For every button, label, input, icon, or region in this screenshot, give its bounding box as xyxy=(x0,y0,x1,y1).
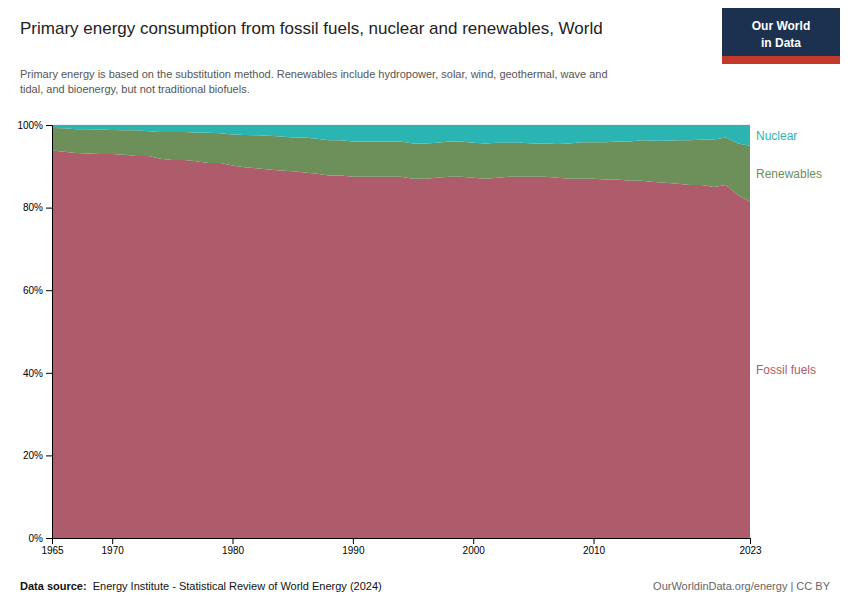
y-tick: 60% xyxy=(23,285,52,296)
x-tick-mark xyxy=(594,538,595,544)
title: Primary energy consumption from fossil f… xyxy=(20,19,603,38)
y-tick-label: 100% xyxy=(17,120,43,131)
series-labels: Fossil fuels Renewables Nuclear xyxy=(756,129,822,377)
series-label: Nuclear xyxy=(756,129,797,143)
areas xyxy=(52,125,750,538)
y-tick: 20% xyxy=(23,450,52,461)
logo-strip xyxy=(722,56,840,64)
logo: Our World in Data xyxy=(722,8,840,64)
area xyxy=(52,125,750,146)
y-tick-mark xyxy=(46,538,52,539)
y-tick: 80% xyxy=(23,202,52,213)
x-tick-label: 2000 xyxy=(463,545,486,556)
x-tick: 1965 xyxy=(41,538,64,556)
source-label: Data source: xyxy=(20,580,90,592)
y-tick-mark xyxy=(46,125,52,126)
website: OurWorldinData.org/energy | CC BY xyxy=(653,580,831,592)
series-label: Renewables xyxy=(756,167,822,181)
logo-text: in Data xyxy=(761,36,801,50)
x-tick-label: 2023 xyxy=(739,545,762,556)
area xyxy=(52,151,750,538)
x-tick-mark xyxy=(353,538,354,544)
x-tick-label: 1965 xyxy=(41,545,64,556)
x-tick-mark xyxy=(473,538,474,544)
x-tick: 2010 xyxy=(583,538,606,556)
x-tick-label: 2010 xyxy=(583,545,606,556)
x-tick-mark xyxy=(750,538,751,544)
x-tick-mark xyxy=(112,538,113,544)
x-tick-mark xyxy=(233,538,234,544)
y-axis: 0% 20% 40% 60% 80% 100% xyxy=(17,120,52,544)
x-tick: 1990 xyxy=(342,538,365,556)
y-tick-mark xyxy=(46,455,52,456)
x-tick: 2023 xyxy=(739,538,762,556)
logo-text: Our World xyxy=(752,19,810,33)
logo-background xyxy=(722,8,840,64)
x-tick: 2000 xyxy=(463,538,486,556)
y-tick-label: 20% xyxy=(23,450,43,461)
x-axis-line xyxy=(53,539,751,545)
subtitle: Primary energy is based on the substitut… xyxy=(20,68,608,80)
y-tick: 40% xyxy=(23,368,52,379)
x-tick-label: 1980 xyxy=(222,545,245,556)
source-text: Energy Institute - Statistical Review of… xyxy=(93,580,382,592)
grid xyxy=(52,125,750,538)
y-tick-label: 80% xyxy=(23,202,43,213)
x-tick-label: 1990 xyxy=(342,545,365,556)
x-axis: 1965 1970 1980 1990 2000 2010 2023 xyxy=(41,538,762,556)
y-tick-label: 40% xyxy=(23,368,43,379)
source: Data source: Energy Institute - Statisti… xyxy=(20,580,382,592)
plot: 1965 1970 1980 1990 2000 2010 2023 0% 20% 40% 60% 8… xyxy=(17,120,822,556)
y-tick-label: 0% xyxy=(29,533,44,544)
y-tick: 100% xyxy=(17,120,52,131)
y-tick-mark xyxy=(46,373,52,374)
subtitle: tidal, and bioenergy, but not traditiona… xyxy=(20,83,250,95)
x-tick: 1970 xyxy=(102,538,125,556)
x-tick: 1980 xyxy=(222,538,245,556)
y-tick: 0% xyxy=(29,533,52,544)
y-tick-label: 60% xyxy=(23,285,43,296)
y-tick-mark xyxy=(46,290,52,291)
y-tick-mark xyxy=(46,208,52,209)
series-label: Fossil fuels xyxy=(756,363,816,377)
chart: Primary energy consumption from fossil f… xyxy=(0,0,850,600)
x-tick-label: 1970 xyxy=(102,545,125,556)
y-axis-line xyxy=(46,126,53,539)
